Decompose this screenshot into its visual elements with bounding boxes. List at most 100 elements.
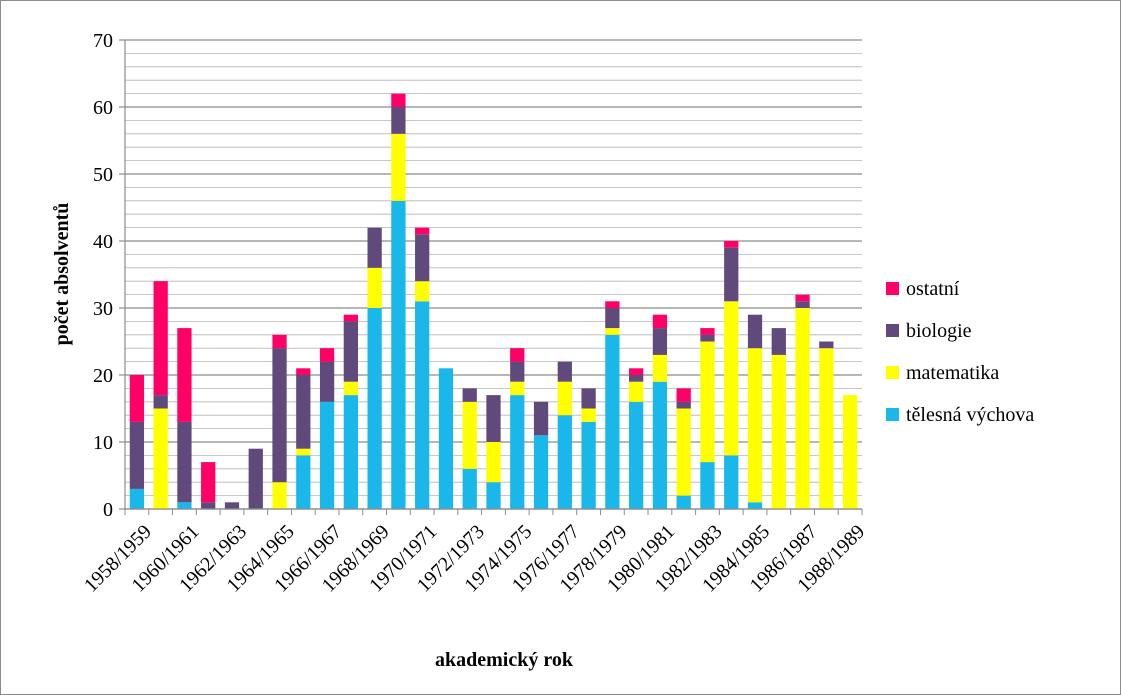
- bar-segment: [296, 368, 311, 375]
- bar-segment: [747, 348, 763, 503]
- bar-segment: [272, 482, 287, 509]
- bar-segment: [676, 408, 691, 496]
- y-tick-label: 60: [93, 97, 113, 119]
- bar-segment: [700, 341, 715, 463]
- bar-segment: [415, 281, 430, 302]
- bar-segment: [533, 435, 549, 509]
- bar-segment: [510, 381, 525, 396]
- bar-segment: [153, 281, 168, 396]
- bar-segment: [153, 408, 168, 509]
- bar-segment: [319, 348, 335, 362]
- bar-segment: [510, 361, 525, 382]
- y-tick-label: 70: [93, 30, 113, 52]
- bar-segment: [510, 395, 525, 509]
- bar-segment: [272, 334, 287, 349]
- legend: ostatní biologie matematika tělesná výchova: [886, 278, 1034, 426]
- y-tick-label: 0: [103, 499, 113, 521]
- bar-segment: [129, 421, 145, 489]
- legend-swatch: [886, 282, 899, 295]
- legend-label: biologie: [906, 320, 972, 342]
- y-tick-label: 40: [93, 231, 113, 253]
- bar-segment: [296, 448, 311, 456]
- legend-swatch: [886, 408, 899, 421]
- bar-segment: [296, 375, 311, 449]
- bar-segment: [700, 334, 715, 342]
- bar-segment: [486, 482, 501, 509]
- bar-segment: [272, 348, 287, 483]
- bar-segment: [533, 401, 549, 436]
- bar-segment: [224, 502, 240, 509]
- bar-segment: [700, 328, 715, 335]
- bar-segment: [415, 227, 430, 235]
- bar-segment: [367, 227, 382, 268]
- bar-segment: [652, 354, 668, 382]
- bar-segment: [391, 133, 406, 201]
- bar-segment: [391, 93, 406, 107]
- bar-segment: [343, 381, 358, 396]
- bar-segment: [700, 462, 715, 509]
- bar-segment: [842, 395, 858, 509]
- bar-segment: [296, 455, 311, 509]
- bar-segment: [795, 308, 810, 509]
- bar-segment: [724, 241, 739, 248]
- bar-segment: [201, 502, 216, 509]
- bar-segment: [343, 395, 358, 509]
- bar-segment: [676, 401, 691, 409]
- bar-segment: [415, 301, 430, 509]
- bars: [129, 93, 858, 510]
- y-tick-label: 10: [93, 432, 113, 454]
- bar-segment: [343, 314, 358, 322]
- bar-segment: [747, 502, 763, 509]
- bar-segment: [510, 348, 525, 362]
- legend-swatch: [886, 324, 899, 337]
- bar-segment: [629, 401, 644, 509]
- bar-segment: [438, 368, 454, 509]
- legend-label: ostatní: [906, 278, 960, 300]
- bar-segment: [153, 395, 168, 409]
- bar-segment: [771, 328, 786, 355]
- bar-segment: [605, 308, 620, 329]
- bar-segment: [486, 442, 501, 483]
- bar-segment: [724, 301, 739, 456]
- bar-segment: [129, 488, 145, 509]
- bar-segment: [605, 301, 620, 308]
- bar-segment: [795, 294, 810, 302]
- bar-segment: [319, 401, 335, 509]
- bar-segment: [676, 495, 691, 509]
- y-tick-labels: 0 10 20 30 40 50 60 70: [93, 30, 113, 521]
- bar-segment: [629, 368, 644, 375]
- bar-segment: [629, 381, 644, 402]
- bar-segment: [201, 462, 216, 503]
- bar-segment: [652, 328, 668, 355]
- bar-segment: [177, 502, 192, 509]
- bar-segment: [581, 388, 596, 409]
- bar-segment: [319, 361, 335, 402]
- bar-segment: [652, 381, 668, 509]
- bar-segment: [129, 375, 145, 422]
- bar-segment: [462, 388, 477, 402]
- bar-segment: [462, 401, 477, 469]
- bar-segment: [724, 455, 739, 509]
- bar-segment: [581, 408, 596, 422]
- bar-segment: [724, 247, 739, 302]
- bar-segment: [415, 234, 430, 282]
- bar-segment: [819, 341, 834, 349]
- bar-segment: [177, 328, 192, 422]
- bar-segment: [652, 314, 668, 329]
- axes: [119, 39, 863, 515]
- bar-segment: [462, 468, 477, 509]
- bar-segment: [391, 107, 406, 134]
- bar-segment: [819, 348, 834, 509]
- bar-segment: [486, 395, 501, 442]
- bar-segment: [629, 375, 644, 382]
- legend-label: tělesná výchova: [906, 404, 1034, 426]
- y-tick-label: 30: [93, 298, 113, 320]
- legend-swatch: [886, 366, 899, 379]
- bar-segment: [557, 361, 572, 382]
- y-tick-label: 20: [93, 365, 113, 387]
- bar-segment: [367, 267, 382, 308]
- bar-segment: [581, 421, 596, 509]
- y-axis-title: počet absolventů: [51, 203, 73, 346]
- x-axis-title: akademický rok: [435, 649, 574, 671]
